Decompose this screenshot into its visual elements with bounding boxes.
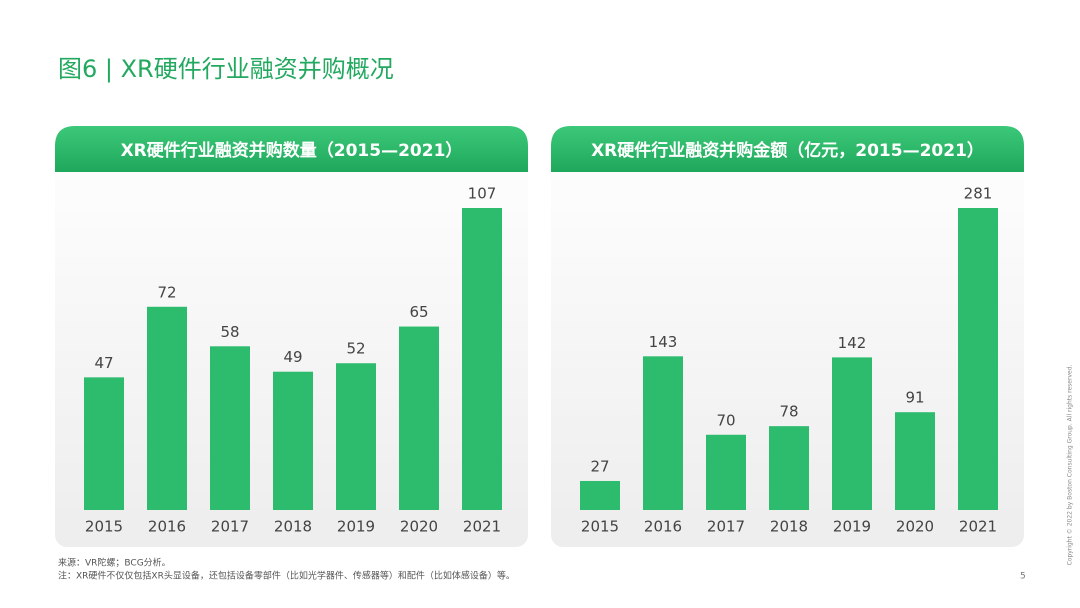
x-tick-label: 2019	[337, 518, 375, 536]
chart-title: XR硬件行业融资并购数量（2015—2021）	[121, 140, 463, 161]
value-label: 78	[779, 403, 798, 421]
bar	[769, 426, 809, 510]
bar	[273, 371, 313, 510]
value-label: 142	[838, 334, 867, 352]
bar	[958, 208, 998, 510]
value-label: 65	[409, 303, 428, 321]
x-tick-label: 2015	[581, 518, 619, 536]
x-tick-label: 2015	[85, 518, 123, 536]
value-label: 52	[346, 340, 365, 358]
x-tick-label: 2016	[644, 518, 682, 536]
panel-header	[551, 126, 1024, 172]
x-tick-label: 2021	[959, 518, 997, 536]
value-label: 143	[649, 333, 678, 351]
value-label: 91	[905, 389, 924, 407]
bar	[895, 412, 935, 510]
x-tick-label: 2017	[211, 518, 249, 536]
x-tick-label: 2016	[148, 518, 186, 536]
value-label: 72	[157, 283, 176, 301]
x-tick-label: 2020	[896, 518, 934, 536]
chart-title: XR硬件行业融资并购金额（亿元，2015—2021）	[591, 140, 984, 161]
page-number: 5	[1020, 572, 1026, 582]
x-tick-label: 2017	[707, 518, 745, 536]
bar	[399, 326, 439, 510]
x-tick-label: 2020	[400, 518, 438, 536]
value-label: 27	[590, 457, 609, 475]
x-tick-label: 2018	[770, 518, 808, 536]
value-label: 281	[964, 185, 993, 203]
value-label: 49	[283, 348, 302, 366]
x-tick-label: 2018	[274, 518, 312, 536]
bar	[462, 208, 502, 510]
value-label: 58	[220, 323, 239, 341]
panel-header	[55, 126, 528, 172]
source-note: 来源：VR陀螺；BCG分析。	[58, 557, 171, 569]
x-tick-label: 2021	[463, 518, 501, 536]
copyright: Copyright © 2022 by Boston Consulting Gr…	[1067, 364, 1074, 565]
value-label: 107	[468, 185, 497, 203]
slide-title: 图6 | XR硬件行业融资并购概况	[58, 55, 394, 83]
bar	[336, 363, 376, 510]
bar	[832, 357, 872, 510]
value-label: 70	[716, 411, 735, 429]
x-tick-label: 2019	[833, 518, 871, 536]
bar	[210, 346, 250, 510]
bar	[706, 434, 746, 510]
footnote: 注：XR硬件不仅仅包括XR头显设备，还包括设备零部件（比如光学器件、传感器等）和…	[58, 570, 515, 582]
bar	[643, 356, 683, 510]
value-label: 47	[94, 354, 113, 372]
bar	[580, 480, 620, 510]
bar	[147, 306, 187, 510]
bar	[84, 377, 124, 510]
